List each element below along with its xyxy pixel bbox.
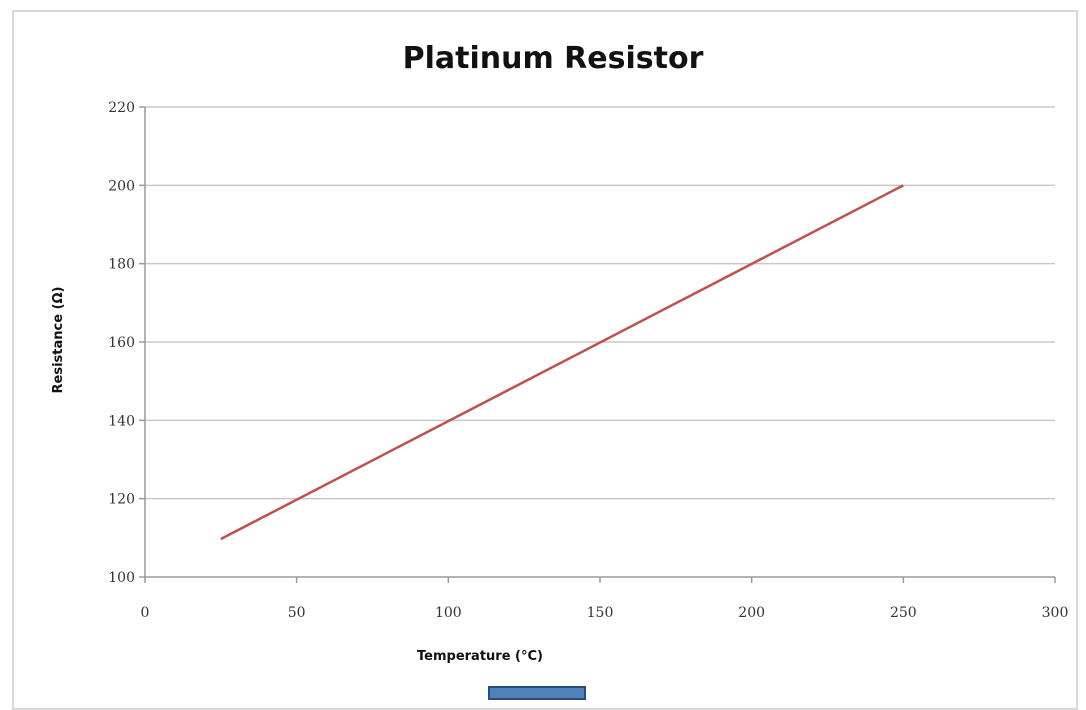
gridlines bbox=[145, 106, 1055, 500]
x-tick-label-0: 0 bbox=[141, 605, 150, 621]
x-tick-label-200: 200 bbox=[738, 605, 765, 621]
chart-frame bbox=[12, 10, 1078, 710]
x-tick-label-250: 250 bbox=[890, 605, 917, 621]
y-axis-title: Resistance (Ω) bbox=[51, 287, 66, 394]
legend-swatch bbox=[488, 686, 586, 700]
x-tick-label-150: 150 bbox=[587, 605, 614, 621]
series-lines bbox=[220, 184, 904, 541]
x-tick-label-50: 50 bbox=[288, 605, 306, 621]
y-tick-label-160: 160 bbox=[108, 335, 135, 351]
y-tick-label-220: 220 bbox=[108, 100, 135, 116]
y-tick-labels: 100 120 140 160 180 200 220 bbox=[108, 100, 135, 586]
axes bbox=[139, 106, 1056, 583]
series-line-0 bbox=[220, 184, 904, 541]
x-tick-labels: 0 50 100 150 200 250 300 bbox=[141, 605, 1069, 621]
y-tick-label-100: 100 bbox=[108, 570, 135, 586]
x-tick-label-100: 100 bbox=[435, 605, 462, 621]
chart-title: Platinum Resistor bbox=[403, 41, 704, 76]
x-tick-label-300: 300 bbox=[1042, 605, 1069, 621]
y-tick-label-120: 120 bbox=[108, 492, 135, 508]
x-axis-title: Temperature (°C) bbox=[417, 649, 543, 664]
y-tick-label-140: 140 bbox=[108, 413, 135, 429]
y-tick-label-180: 180 bbox=[108, 257, 135, 273]
y-tick-label-200: 200 bbox=[108, 178, 135, 194]
